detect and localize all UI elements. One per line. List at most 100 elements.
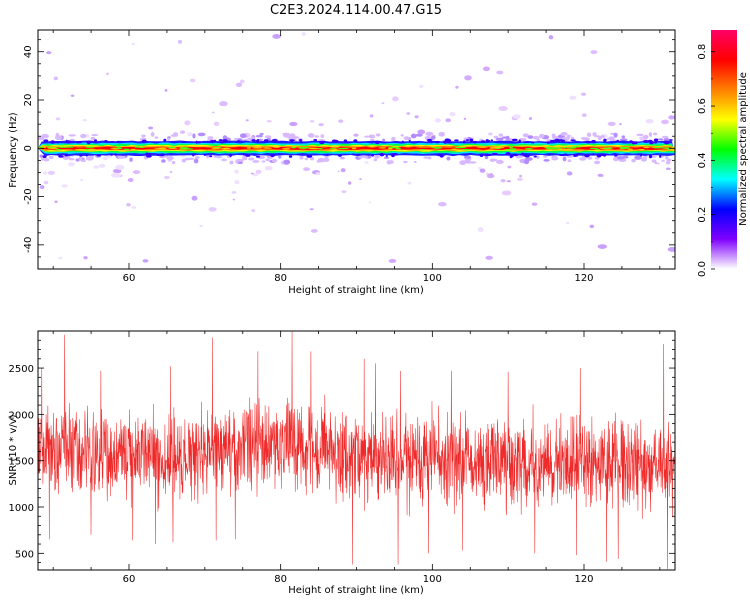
heatmap-band-speckle [427,138,432,142]
heatmap-band-speckle [479,153,484,158]
heatmap-blob [131,206,137,209]
heatmap-band-halo [560,132,568,136]
heatmap-band-halo [459,160,467,166]
heatmap-band-speckle [512,153,519,157]
snr-y-tick-label: 2500 [9,364,34,375]
heatmap-band-speckle [110,153,114,156]
heatmap-band-speckle [353,139,358,143]
heatmap-band-halo [86,156,94,160]
heatmap-band-spot [509,148,517,150]
heatmap-band-speckle [524,154,530,158]
heatmap-band-spot [65,146,74,148]
heatmap-band-halo [141,134,146,138]
heatmap-band-spot [116,147,123,150]
heatmap-band-speckle [559,154,565,157]
heatmap-blob [500,179,506,183]
heatmap-band-speckle [530,141,535,144]
heatmap-band-halo [252,160,260,163]
heatmap-blob [512,114,521,119]
heatmap-blob [177,40,183,44]
heatmap-band-halo [619,138,628,141]
heatmap-band-speckle [603,138,607,143]
heatmap-band-halo [648,132,653,137]
heatmap-band-speckle [653,138,659,142]
heatmap-band-halo [594,156,600,160]
heatmap-band-halo [634,155,642,160]
heatmap-blob [339,156,345,160]
heatmap-band-speckle [391,153,397,156]
heatmap-band-speckle [332,139,339,143]
heatmap-band-spot [83,148,90,151]
heatmap-blob [414,161,417,163]
heatmap-band-halo [314,135,320,138]
heatmap-blob [369,201,372,204]
heatmap-blob [590,50,598,55]
heatmap-band-spot [627,148,634,150]
heatmap-band-halo [248,157,255,161]
heatmap-band-halo [91,133,99,137]
heatmap-band-speckle [146,154,152,158]
heatmap-band-spot [420,148,425,151]
snr-x-tick-label: 120 [574,574,593,585]
heatmap-band-speckle [306,154,313,158]
heatmap-blob [479,168,486,173]
heatmap-blob [464,75,472,81]
snr-x-tick-label: 100 [423,574,442,585]
heatmap-blob [661,119,669,125]
heatmap-band-speckle [245,154,251,157]
heatmap-band-speckle [488,153,492,156]
heatmap-blob [46,51,52,55]
heatmap-band-spot [138,146,145,148]
heatmap-band-halo [652,132,658,136]
heatmap-band-halo [370,138,375,142]
heatmap-band-halo [562,156,567,162]
heatmap-blob [364,161,369,164]
heatmap-band-speckle [374,140,380,145]
heatmap-blob [55,117,61,121]
heatmap-band-speckle [87,141,93,143]
heatmap-blob [112,168,122,174]
heatmap-band-speckle [299,139,303,142]
heatmap-blob [234,169,239,174]
heatmap-band-halo [643,134,649,139]
heatmap-band-halo [171,161,176,165]
heatmap-blob [477,227,484,233]
heatmap-blob [289,121,298,127]
heatmap-band-halo [68,134,76,137]
heatmap-blob [347,181,352,185]
heatmap-band-speckle [56,153,61,156]
heatmap-blob [338,119,344,123]
heatmap-band-speckle [117,140,120,143]
heatmap-band-speckle [288,155,293,158]
heatmap-blob [239,79,245,84]
heatmap-band-halo [222,135,228,141]
heatmap-band-halo [536,155,540,159]
heatmap-blob [566,171,573,176]
heatmap-band-speckle [559,139,563,142]
heatmap-band-speckle [196,141,202,144]
heatmap-band-speckle [584,154,590,158]
heatmap-band-speckle [255,155,261,158]
heatmap-blob [337,170,340,173]
heatmap-band-speckle [79,154,83,157]
heatmap-band-halo [640,156,647,162]
heatmap-band-spot [671,146,675,149]
heatmap-band-spot [252,147,263,149]
heatmap-band-speckle [634,141,638,145]
heatmap-band-spot [179,147,189,149]
heatmap-band-halo [68,158,75,161]
heatmap-blob [126,202,131,207]
heatmap-blob [163,175,170,180]
heatmap-band-halo [278,155,282,159]
heatmap-band-speckle [614,154,618,157]
heatmap-band-speckle [446,140,450,144]
heatmap-band-halo [566,155,574,158]
heatmap-band-halo [216,156,223,159]
heatmap-blob [234,179,240,185]
heatmap-band-halo [43,158,50,162]
heatmap-blob [419,84,424,88]
heatmap-band-halo [593,135,601,138]
heatmap-band-halo [665,160,671,165]
heatmap-band-speckle [300,141,304,144]
heatmap-band-spot [307,147,319,150]
